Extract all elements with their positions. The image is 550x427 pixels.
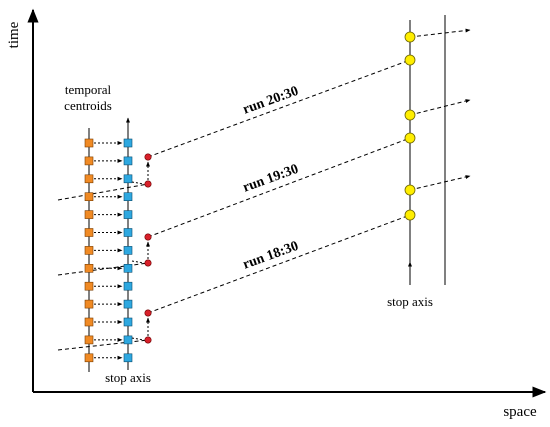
run-label: run 18:30 <box>241 239 301 273</box>
yellow-dot <box>404 109 416 121</box>
diagram-elements <box>57 28 471 363</box>
centroid-square <box>84 317 94 327</box>
stop-axis-label: stop axis <box>105 370 151 385</box>
centroid-square <box>84 299 94 309</box>
centroid-square <box>84 174 94 184</box>
red-dot <box>144 309 152 317</box>
centroid-square <box>84 281 94 291</box>
centroid-square <box>84 156 94 166</box>
stop-square <box>123 210 133 219</box>
run-trajectory <box>147 214 411 314</box>
red-dot <box>144 153 152 161</box>
stop-square <box>123 263 133 273</box>
centroids-label: temporal <box>65 82 112 97</box>
stop-square <box>123 156 133 166</box>
yellow-dot <box>404 54 416 66</box>
stop-square <box>123 174 133 184</box>
stop-square <box>123 228 133 237</box>
run-label: run 20:30 <box>241 84 301 118</box>
red-dot <box>144 259 152 267</box>
centroids-label: centroids <box>64 98 112 113</box>
run-trajectory <box>147 59 411 158</box>
red-dot <box>144 336 152 344</box>
link <box>131 181 145 185</box>
red-dot <box>144 180 152 188</box>
stop-axis-label: stop axis <box>387 294 433 309</box>
centroid-square <box>84 138 94 148</box>
centroid-square <box>84 228 94 237</box>
run-trajectory <box>409 99 471 116</box>
run-trajectory <box>409 28 471 38</box>
stop-square <box>123 353 133 363</box>
link <box>131 337 145 341</box>
space-label: space <box>503 404 537 420</box>
centroid-square <box>84 263 94 273</box>
time-label: time <box>6 21 22 48</box>
centroid-square <box>84 246 94 255</box>
stop-square <box>123 317 133 327</box>
stop-square <box>123 138 133 148</box>
run-trajectory <box>147 137 411 238</box>
run-trajectory <box>57 339 149 351</box>
centroid-square <box>84 335 94 345</box>
run-trajectory <box>57 262 149 276</box>
red-dot <box>144 233 152 241</box>
link <box>131 260 145 264</box>
stop-square <box>123 281 133 291</box>
centroid-square <box>84 192 94 201</box>
centroid-square <box>84 353 94 363</box>
run-trajectory <box>57 183 149 201</box>
yellow-dot <box>404 31 416 43</box>
run-trajectory <box>409 175 471 191</box>
stop-square <box>123 192 133 201</box>
stop-square <box>123 299 133 309</box>
yellow-dot <box>404 209 416 221</box>
run-label: run 19:30 <box>241 162 301 196</box>
centroid-square <box>84 210 94 219</box>
yellow-dot <box>404 184 416 196</box>
stop-square <box>123 335 133 345</box>
stop-square <box>123 246 133 255</box>
yellow-dot <box>404 132 416 144</box>
